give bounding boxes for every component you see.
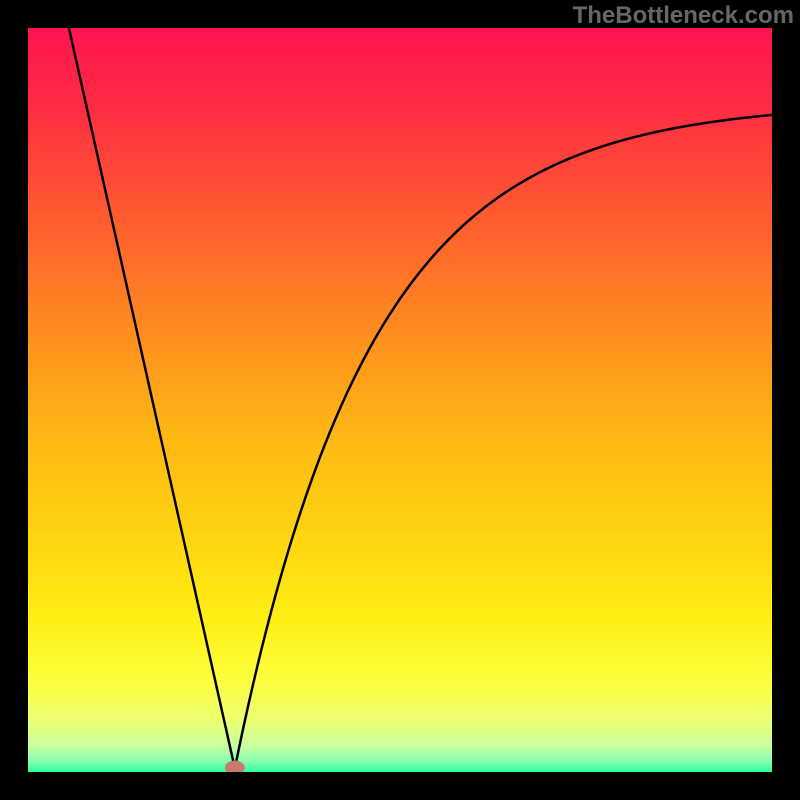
chart-container: TheBottleneck.com <box>0 0 800 800</box>
curve-layer <box>28 28 772 772</box>
watermark-text: TheBottleneck.com <box>573 2 794 30</box>
minimum-marker <box>225 761 245 772</box>
bottleneck-curve <box>69 28 772 768</box>
plot-area <box>28 28 772 772</box>
